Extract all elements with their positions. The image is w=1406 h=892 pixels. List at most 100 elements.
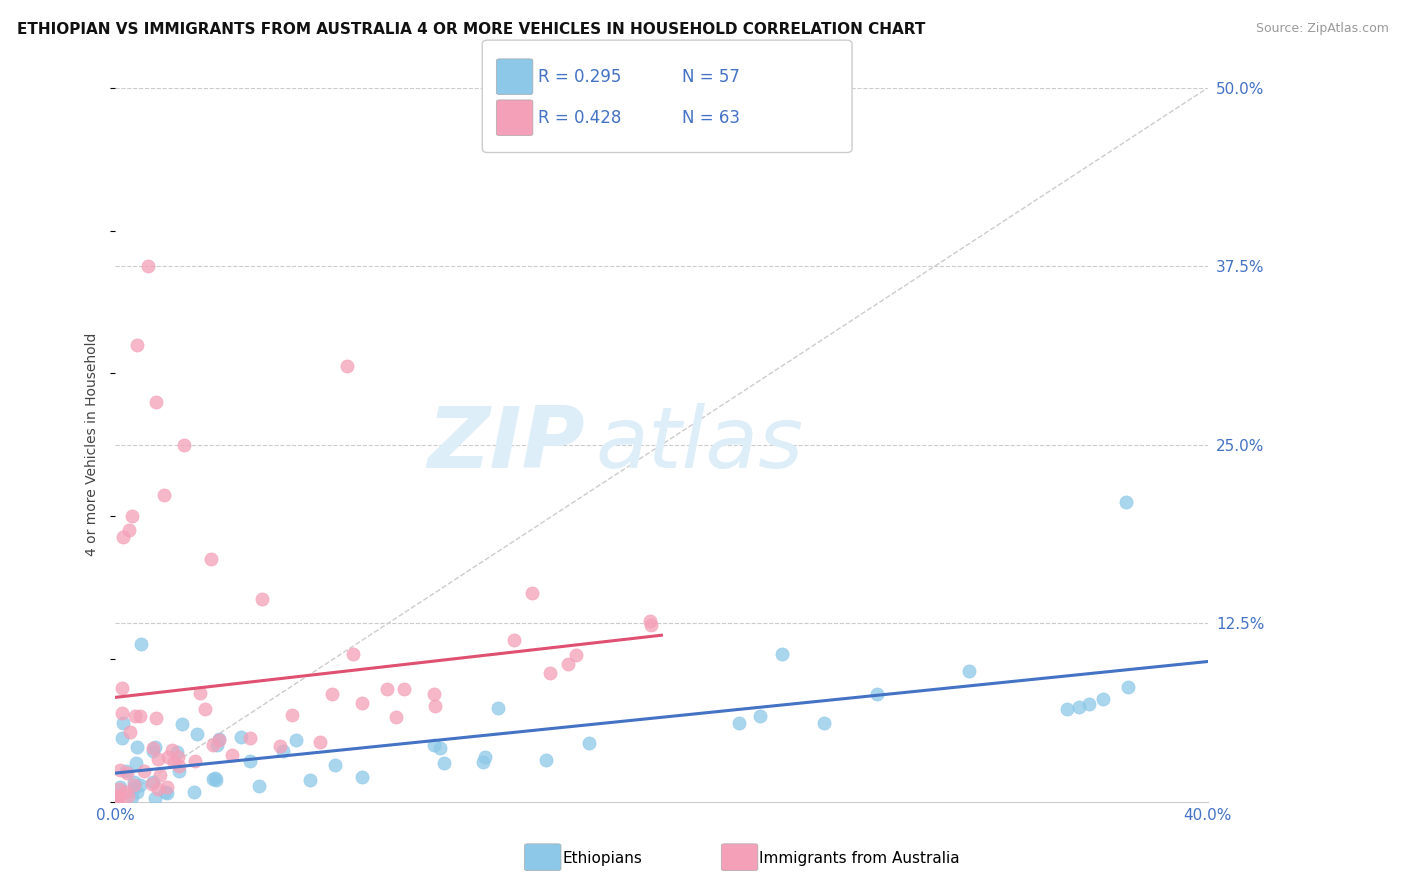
Point xyxy=(250,592,273,607)
Text: ETHIOPIAN VS IMMIGRANTS FROM AUSTRALIA 4 OR MORE VEHICLES IN HOUSEHOLD CORRELATI: ETHIOPIAN VS IMMIGRANTS FROM AUSTRALIA 4… xyxy=(17,22,925,37)
Point xyxy=(128,778,150,792)
Text: N = 63: N = 63 xyxy=(682,109,740,127)
Point xyxy=(153,785,176,799)
Point xyxy=(284,733,307,747)
Point xyxy=(1078,697,1101,711)
Point xyxy=(538,666,561,681)
Point xyxy=(748,708,770,723)
Point xyxy=(146,752,169,766)
Point xyxy=(121,509,143,524)
Point xyxy=(565,648,588,662)
Point xyxy=(111,681,134,696)
Point xyxy=(422,687,444,701)
Point xyxy=(107,789,129,803)
Point xyxy=(122,778,145,792)
Point xyxy=(208,733,231,747)
Point xyxy=(640,615,662,629)
Point xyxy=(201,738,224,752)
Point xyxy=(194,702,217,716)
Point xyxy=(433,756,456,770)
Point xyxy=(134,764,156,779)
Point xyxy=(155,780,177,794)
Text: Immigrants from Australia: Immigrants from Australia xyxy=(759,851,960,865)
Point xyxy=(167,759,190,773)
Point xyxy=(170,717,193,731)
Point xyxy=(124,709,146,723)
Point xyxy=(422,738,444,752)
Point xyxy=(728,715,751,730)
Point xyxy=(557,657,579,672)
Point xyxy=(336,359,359,374)
Point xyxy=(221,748,243,763)
Point xyxy=(110,780,132,794)
Point xyxy=(122,775,145,789)
Point xyxy=(122,781,145,796)
Text: Ethiopians: Ethiopians xyxy=(562,851,643,865)
Point xyxy=(269,739,291,754)
Point xyxy=(429,741,451,756)
Point xyxy=(770,647,793,661)
Point xyxy=(502,633,524,648)
Point xyxy=(520,586,543,600)
Point xyxy=(127,739,149,754)
Point xyxy=(342,647,364,661)
Point xyxy=(107,793,129,807)
Point xyxy=(200,552,222,566)
Point xyxy=(865,687,887,701)
Point xyxy=(108,789,131,804)
Point xyxy=(323,758,346,772)
Point xyxy=(107,782,129,797)
Point xyxy=(188,686,211,700)
Text: Source: ZipAtlas.com: Source: ZipAtlas.com xyxy=(1256,22,1389,36)
Text: ZIP: ZIP xyxy=(427,403,585,486)
Point xyxy=(149,767,172,781)
Point xyxy=(111,706,134,721)
Point xyxy=(207,738,229,752)
Point xyxy=(125,756,148,771)
Point xyxy=(239,754,262,768)
Point xyxy=(153,488,176,502)
Point xyxy=(271,744,294,758)
Point xyxy=(486,700,509,714)
Point xyxy=(112,531,135,545)
Point xyxy=(142,775,165,789)
Point xyxy=(474,749,496,764)
Point xyxy=(308,735,330,749)
Point xyxy=(350,771,373,785)
Point xyxy=(281,707,304,722)
Text: R = 0.428: R = 0.428 xyxy=(538,109,621,127)
Point xyxy=(127,784,149,798)
Point xyxy=(184,755,207,769)
Point xyxy=(321,687,343,701)
Point xyxy=(131,637,153,651)
Point xyxy=(183,785,205,799)
Point xyxy=(118,524,141,538)
Point xyxy=(114,785,136,799)
Point xyxy=(142,744,165,758)
Point xyxy=(239,731,262,745)
Point xyxy=(142,740,165,755)
Text: atlas: atlas xyxy=(596,403,804,486)
Point xyxy=(957,664,980,678)
Point xyxy=(299,773,322,788)
Point xyxy=(578,737,600,751)
Point xyxy=(204,771,226,785)
Point xyxy=(167,764,190,779)
Y-axis label: 4 or more Vehicles in Household: 4 or more Vehicles in Household xyxy=(86,333,100,557)
Point xyxy=(141,777,163,791)
Point xyxy=(350,696,373,710)
Point xyxy=(173,438,195,452)
Point xyxy=(423,698,446,713)
Point xyxy=(160,742,183,756)
Point xyxy=(107,789,129,803)
Text: N = 57: N = 57 xyxy=(682,68,740,86)
Point xyxy=(145,711,167,725)
Point xyxy=(145,395,167,409)
Point xyxy=(375,681,398,696)
Point xyxy=(108,763,131,777)
Point xyxy=(156,750,179,764)
Point xyxy=(247,780,270,794)
Point xyxy=(111,731,134,745)
Point xyxy=(640,617,662,632)
Point xyxy=(384,710,406,724)
